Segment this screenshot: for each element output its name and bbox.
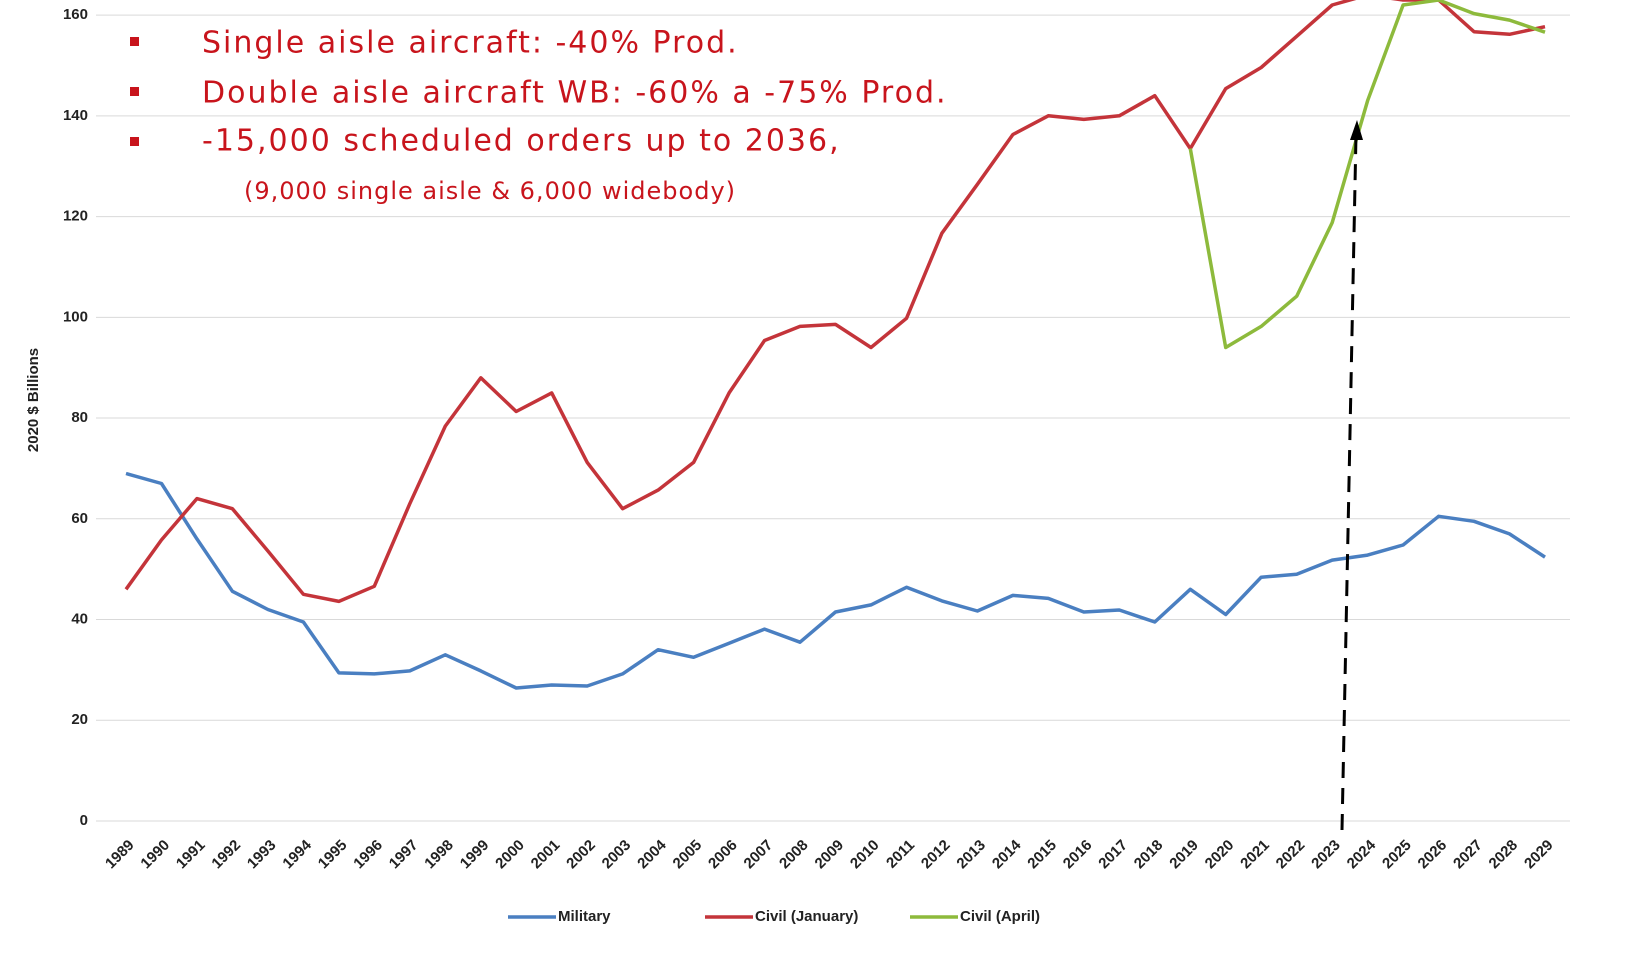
plot-area bbox=[124, 0, 1546, 690]
y-tick-label: 120 bbox=[63, 208, 88, 225]
x-tick-label: 2027 bbox=[1450, 837, 1486, 873]
y-tick-label: 60 bbox=[71, 510, 88, 527]
x-tick-label: 2021 bbox=[1237, 837, 1273, 873]
x-tick-label: 2007 bbox=[741, 837, 777, 873]
x-tick-label: 2002 bbox=[563, 837, 599, 873]
x-tick-label: 2004 bbox=[634, 836, 670, 872]
x-tick-label: 2014 bbox=[989, 836, 1025, 872]
x-tick-label: 2009 bbox=[812, 837, 848, 873]
x-tick-label: 1999 bbox=[457, 837, 493, 873]
x-tick-label: 1997 bbox=[386, 837, 422, 873]
x-tick-label: 2024 bbox=[1344, 836, 1380, 872]
x-tick-label: 2025 bbox=[1379, 837, 1415, 873]
x-tick-label: 2022 bbox=[1273, 837, 1309, 873]
legend-label: Civil (January) bbox=[755, 908, 858, 925]
x-tick-label: 2001 bbox=[528, 837, 564, 873]
y-tick-label: 140 bbox=[63, 107, 88, 124]
x-tick-label: 2000 bbox=[492, 837, 528, 873]
x-tick-label: 2019 bbox=[1166, 837, 1202, 873]
bullet bbox=[130, 37, 139, 46]
bullet bbox=[130, 137, 139, 146]
y-tick-label: 40 bbox=[71, 610, 88, 627]
series-line bbox=[125, 471, 1546, 690]
x-tick-label: 2008 bbox=[776, 837, 812, 873]
x-tick-label: 2003 bbox=[599, 837, 635, 873]
y-tick-label: 20 bbox=[71, 711, 88, 728]
y-axis-label: 2020 $ Billions bbox=[25, 348, 42, 452]
x-tick-label: 2012 bbox=[918, 837, 954, 873]
x-tick-label: 1990 bbox=[137, 837, 173, 873]
x-tick-label: 1998 bbox=[421, 837, 457, 873]
x-tick-label: 2017 bbox=[1095, 837, 1131, 873]
x-tick-label: 2026 bbox=[1415, 837, 1451, 873]
x-tick-label: 1994 bbox=[279, 836, 315, 872]
x-tick-label: 1996 bbox=[350, 837, 386, 873]
legend: Military Civil (January) Civil (April) bbox=[508, 908, 1040, 925]
x-tick-label: 2006 bbox=[705, 837, 741, 873]
x-tick-label: 2015 bbox=[1024, 837, 1060, 873]
y-tick-label: 100 bbox=[63, 308, 88, 325]
arrow-head bbox=[1350, 120, 1363, 140]
annotation: Single aisle aircraft: -40% Prod. bbox=[202, 26, 739, 61]
annotation: -15,000 scheduled orders up to 2036, bbox=[202, 124, 841, 159]
annotation: (9,000 single aisle & 6,000 widebody) bbox=[244, 177, 736, 205]
legend-label: Military bbox=[558, 908, 611, 925]
x-tick-label: 2010 bbox=[847, 837, 883, 873]
legend-label: Civil (April) bbox=[960, 908, 1040, 925]
annotation: Double aisle aircraft WB: -60% a -75% Pr… bbox=[202, 76, 948, 111]
x-tick-label: 2011 bbox=[883, 837, 918, 872]
x-tick-label: 2005 bbox=[670, 837, 706, 873]
x-tick-label: 2016 bbox=[1060, 837, 1096, 873]
x-tick-label: 1989 bbox=[102, 837, 138, 873]
bullet bbox=[130, 87, 139, 96]
arrow bbox=[1340, 134, 1358, 831]
x-tick-label: 2013 bbox=[953, 837, 989, 873]
y-tick-label: 80 bbox=[71, 409, 88, 426]
x-tick-label: 1992 bbox=[208, 837, 244, 873]
x-tick-label: 2029 bbox=[1521, 837, 1557, 873]
x-tick-label: 2028 bbox=[1486, 837, 1522, 873]
y-tick-label: 0 bbox=[80, 812, 88, 829]
x-tick-label: 2020 bbox=[1202, 837, 1238, 873]
y-tick-label: 160 bbox=[63, 6, 88, 23]
x-tick-label: 1991 bbox=[173, 837, 209, 873]
x-tick-label: 2023 bbox=[1308, 837, 1344, 873]
x-tick-label: 1993 bbox=[244, 837, 280, 873]
x-tick-label: 1995 bbox=[315, 837, 351, 873]
series-line bbox=[1188, 0, 1546, 350]
x-tick-label: 2018 bbox=[1131, 837, 1167, 873]
series-line bbox=[124, 0, 1546, 604]
